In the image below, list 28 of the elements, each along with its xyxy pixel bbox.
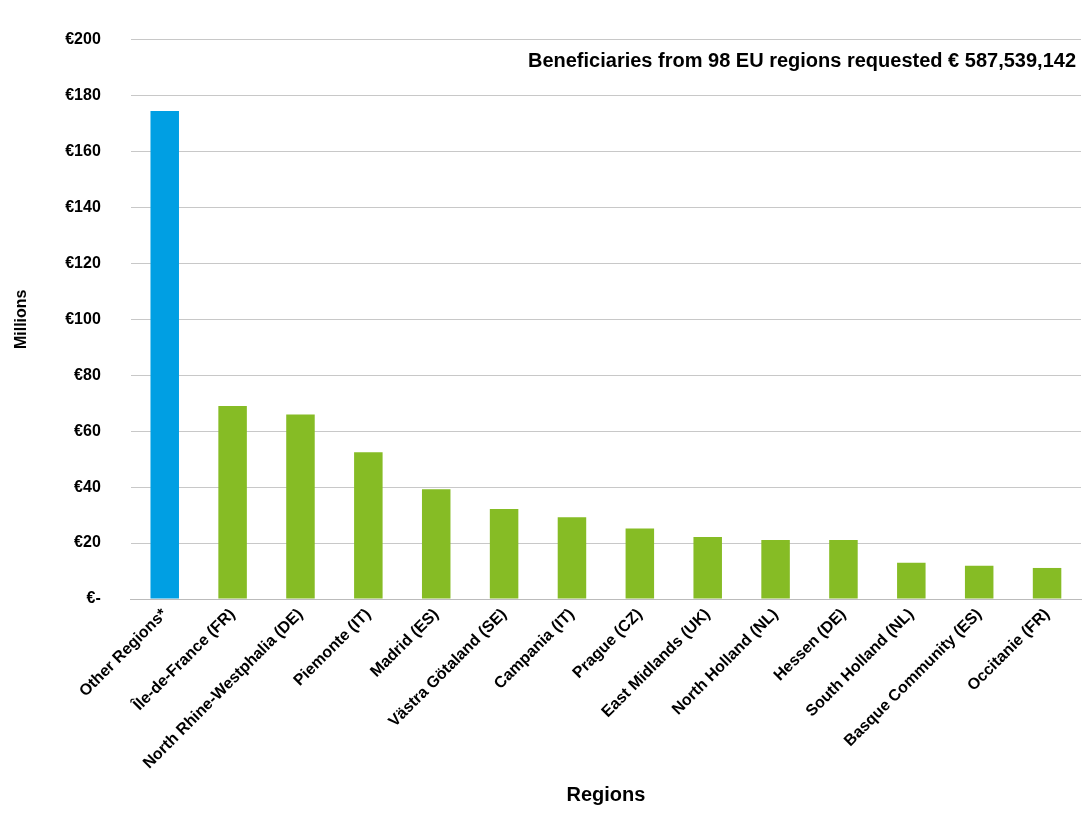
bar bbox=[829, 539, 858, 599]
y-tick-label: €80 bbox=[74, 365, 101, 383]
annotation: Beneficiaries from 98 EU regions requested € 587,539,142 bbox=[527, 49, 1076, 72]
bar bbox=[489, 508, 519, 599]
bar bbox=[693, 536, 722, 599]
y-tick-label: €40 bbox=[74, 477, 101, 495]
y-tick-label: €180 bbox=[65, 85, 101, 103]
bar bbox=[964, 565, 994, 599]
y-tick-label: €20 bbox=[74, 533, 101, 551]
bar bbox=[354, 452, 383, 599]
bar bbox=[421, 489, 451, 599]
y-tick-label: €- bbox=[86, 589, 101, 607]
bar bbox=[557, 517, 587, 599]
bar bbox=[625, 528, 655, 599]
bar bbox=[218, 406, 247, 599]
bar bbox=[150, 110, 179, 599]
bar bbox=[286, 414, 315, 599]
bar bbox=[1032, 567, 1062, 599]
y-axis-title: Millions bbox=[12, 289, 30, 350]
y-tick-label: €140 bbox=[65, 197, 101, 215]
y-tick-label: €160 bbox=[65, 141, 101, 159]
y-tick-label: €60 bbox=[74, 421, 101, 439]
bar bbox=[761, 539, 790, 599]
y-tick-label: €100 bbox=[65, 309, 101, 327]
y-tick-label: €120 bbox=[65, 253, 101, 271]
y-tick-label: €200 bbox=[65, 30, 101, 48]
x-axis-title: Regions bbox=[566, 782, 646, 805]
bar bbox=[897, 562, 926, 599]
